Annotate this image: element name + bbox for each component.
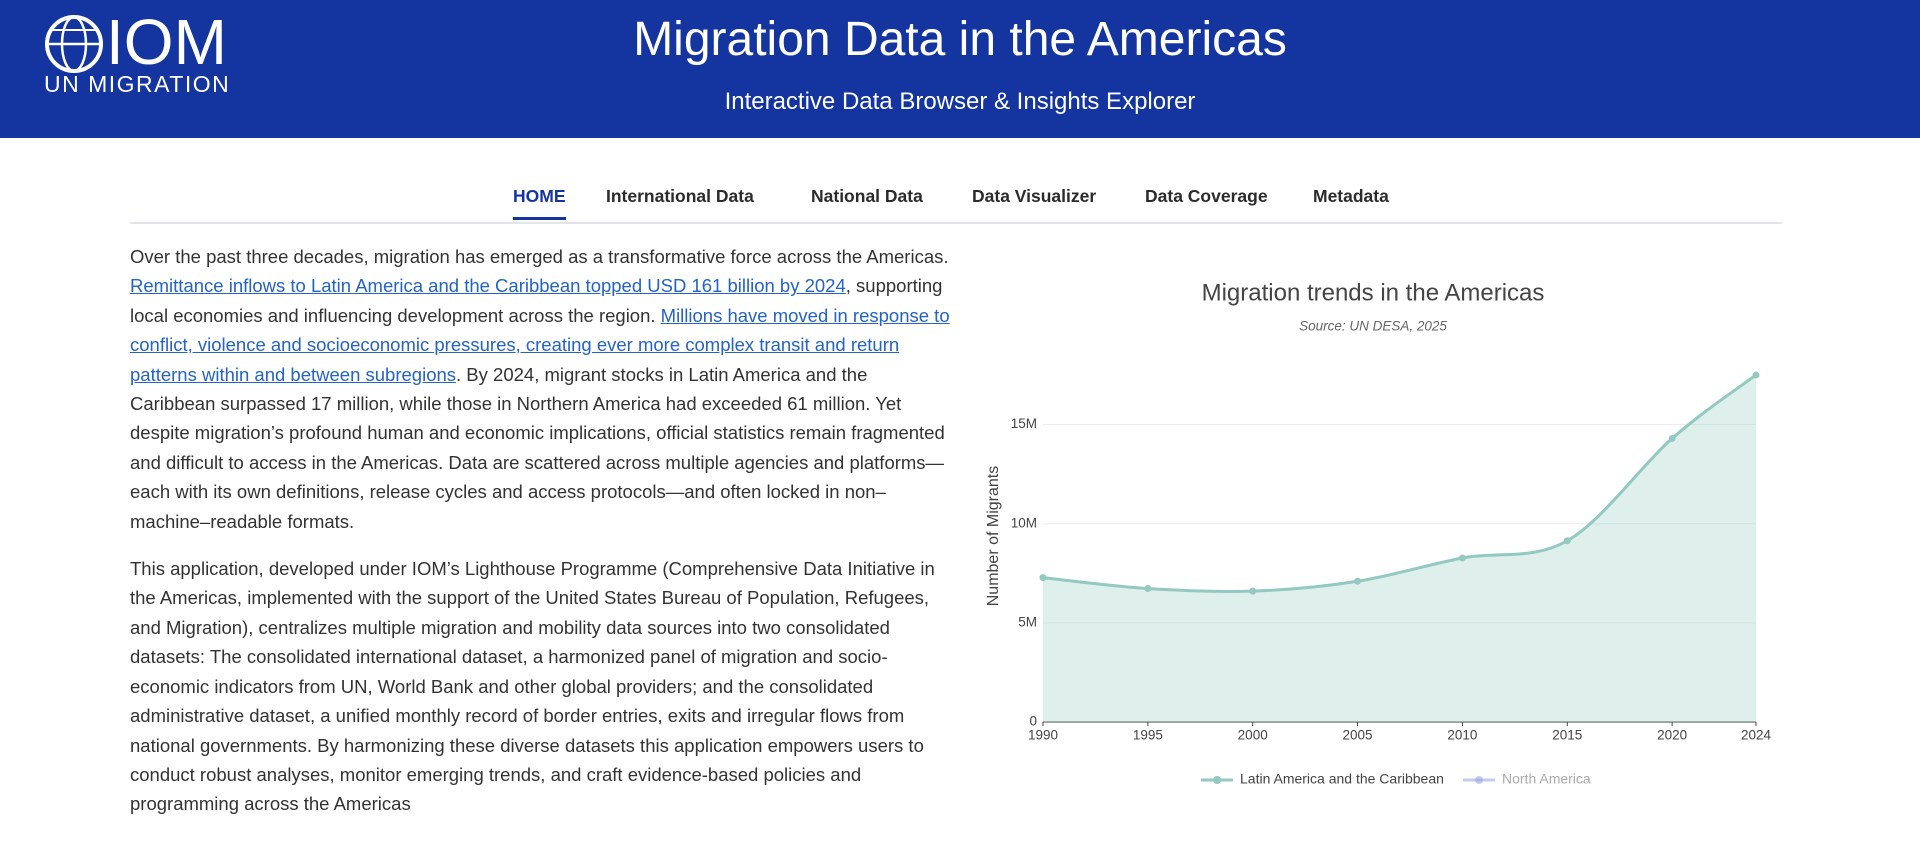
y-tick-label: 0: [1029, 714, 1037, 729]
x-tick-label: 2010: [1447, 728, 1477, 743]
paragraph: This application, developed under IOM’s …: [130, 554, 952, 819]
area: [1043, 374, 1756, 722]
marker: [1668, 434, 1676, 442]
line: [1042, 373, 1757, 594]
logo[interactable]: IOM UN MIGRATION: [40, 14, 300, 124]
nav-item[interactable]: International Data: [606, 186, 754, 206]
y-tick-label: 5M: [1018, 614, 1037, 629]
page-title: Migration Data in the Americas: [633, 13, 1287, 66]
logo-text: IOM: [106, 14, 227, 78]
header: IOM UN MIGRATION Migration Data in the A…: [0, 0, 1920, 138]
legend-swatch: [1475, 776, 1483, 784]
chart: Migration trends in the Americas Source:…: [985, 279, 1772, 787]
x-tick-label: 2015: [1552, 728, 1582, 743]
text-span: , supporting local economies and influen…: [130, 275, 943, 326]
marker: [1249, 587, 1257, 595]
marker: [1354, 577, 1362, 585]
marker: [1039, 574, 1047, 582]
x-tick-label: 2005: [1343, 728, 1373, 743]
nav-item[interactable]: Data Coverage: [1145, 186, 1268, 206]
marker: [1563, 537, 1571, 545]
y-tick-label: 15M: [1011, 416, 1037, 431]
paragraph: Over the past three decades, migration h…: [130, 242, 952, 536]
y-axis-label: Number of Migrants: [985, 466, 1002, 607]
x-tick-label: 1990: [1028, 728, 1058, 743]
text-span: . By 2024, migrant stocks in Latin Ameri…: [130, 363, 945, 532]
y-tick-label: 10M: [1011, 515, 1037, 530]
x-tick-label: 2000: [1238, 728, 1268, 743]
marker: [1752, 371, 1760, 379]
x-tick-label: 1995: [1133, 728, 1163, 743]
nav-bar: HOME International Data National Data Data …: [130, 178, 1782, 224]
text-link[interactable]: Remittance inflows to Latin America and …: [130, 275, 846, 297]
legend-label[interactable]: Latin America and the Caribbean: [1240, 771, 1444, 787]
marker: [1144, 585, 1152, 593]
nav-item[interactable]: Data Visualizer: [972, 186, 1097, 206]
chart-title: Migration trends in the Americas: [1202, 279, 1545, 306]
x-tick-label: 2020: [1657, 728, 1687, 743]
legend-label[interactable]: North America: [1502, 771, 1591, 787]
marker: [1458, 554, 1466, 562]
page-subtitle: Interactive Data Browser & Insights Expl…: [724, 88, 1196, 115]
legend-swatch: [1213, 776, 1221, 784]
nav-item[interactable]: HOME: [513, 186, 566, 220]
text-link[interactable]: Millions have moved in response to confl…: [130, 304, 950, 385]
chart-subtitle: Source: UN DESA, 2025: [1299, 319, 1447, 334]
text-span: Over the past three decades, migration h…: [130, 246, 949, 267]
logo-subtext: UN MIGRATION: [44, 71, 230, 97]
x-tick-label: 2024: [1741, 728, 1772, 743]
intro-text: Over the past three decades, migration h…: [130, 242, 952, 837]
text-span: This application, developed under IOM’s …: [130, 558, 935, 815]
nav-item[interactable]: National Data: [811, 186, 923, 206]
nav-item[interactable]: Metadata: [1313, 186, 1389, 206]
